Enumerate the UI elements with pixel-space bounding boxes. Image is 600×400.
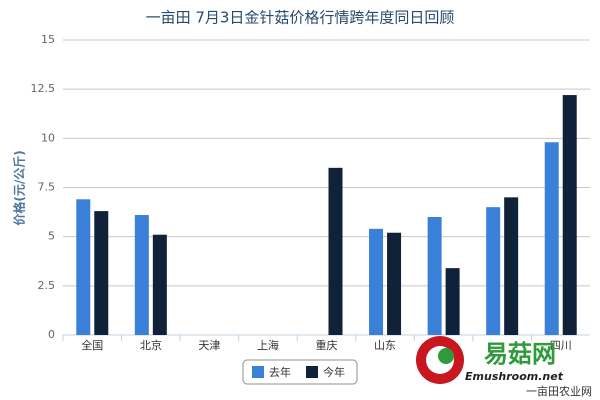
- bar: [369, 228, 384, 335]
- credit: 一亩田农业网: [526, 384, 592, 398]
- x-tick-label: 上海: [257, 338, 279, 352]
- y-tick-label: 5: [48, 230, 55, 243]
- x-tick-label: 重庆: [316, 338, 338, 352]
- legend-label: 今年: [323, 365, 345, 379]
- y-tick-label: 7.5: [38, 181, 56, 194]
- y-axis-label: 价格(元/公斤): [12, 150, 27, 225]
- legend-box: [242, 359, 358, 385]
- bar: [76, 199, 91, 335]
- y-tick-label: 15: [41, 33, 55, 46]
- legend-swatch: [306, 366, 318, 378]
- bar: [387, 232, 402, 335]
- bar: [328, 167, 343, 335]
- bar: [427, 217, 442, 335]
- x-tick-label: 天津: [198, 339, 220, 352]
- logo-leaf: [438, 348, 454, 364]
- legend-swatch: [252, 366, 264, 378]
- y-tick-label: 10: [41, 131, 55, 144]
- x-tick-label: 四川: [550, 339, 572, 352]
- legend-label: 去年: [269, 365, 291, 379]
- bar: [445, 268, 460, 335]
- bar: [152, 234, 167, 335]
- y-tick-label: 0: [48, 328, 55, 341]
- bar: [504, 197, 519, 335]
- y-tick-label: 12.5: [31, 82, 56, 95]
- bar: [562, 95, 577, 335]
- logo: 易菇网 Emushroom.net: [416, 336, 564, 384]
- bar: [544, 142, 559, 335]
- bar: [94, 211, 109, 335]
- bar: [134, 215, 149, 335]
- y-tick-label: 2.5: [38, 279, 56, 292]
- logo-text: 易菇网: [484, 340, 556, 368]
- bar: [486, 207, 501, 335]
- x-tick-label: 山东: [374, 339, 396, 352]
- chart-title: 一亩田 7月3日金针菇价格行情跨年度同日回顾: [146, 9, 455, 27]
- x-tick-label: 全国: [81, 338, 103, 352]
- x-tick-label: 北京: [140, 338, 162, 352]
- logo-site: Emushroom.net: [465, 370, 564, 383]
